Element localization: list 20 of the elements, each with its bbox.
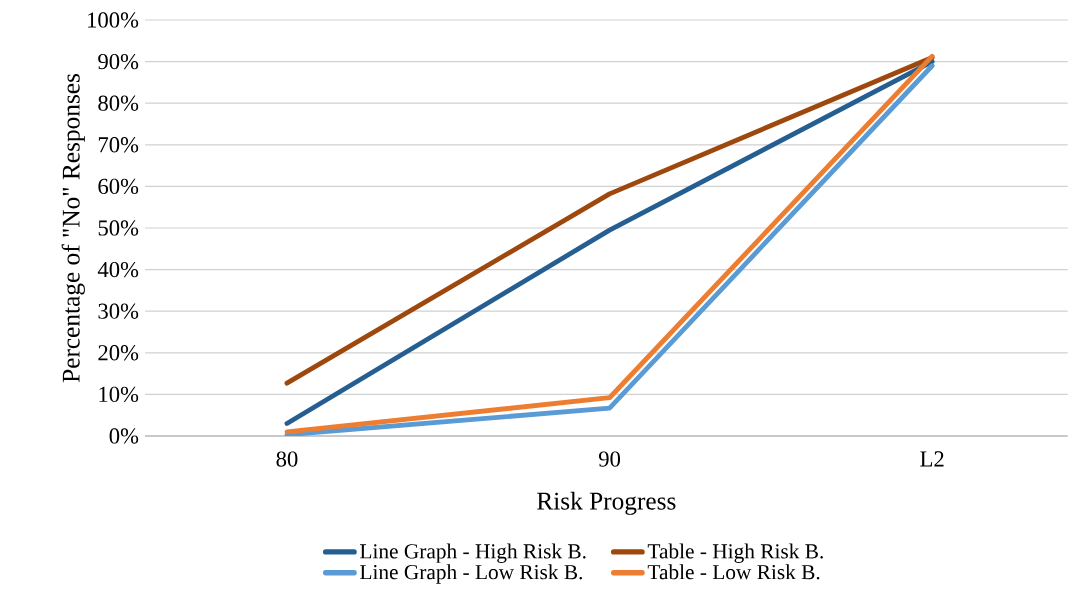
y-tick-label: 30% (98, 303, 139, 319)
legend-label: Line Graph - Low Risk B. (360, 564, 583, 584)
y-tick-label: 60% (98, 178, 139, 195)
legend-label: Table - Low Risk B. (647, 564, 820, 580)
legend-label: Table - High Risk B. (647, 543, 823, 563)
x-tick-label: 90 (598, 451, 621, 467)
x-tick-label: L2 (920, 451, 944, 467)
y-tick-label: 0% (109, 428, 139, 444)
x-axis-title: Risk Progress (537, 491, 676, 515)
y-tick-label: 100% (88, 12, 139, 28)
y-tick-label: 10% (99, 386, 139, 403)
y-axis-title: Percentage of "No" Responses (61, 74, 85, 383)
y-tick-label: 20% (98, 345, 139, 361)
y-tick-label: 90% (98, 53, 139, 70)
y-tick-label: 40% (97, 261, 139, 278)
y-tick-label: 80% (98, 95, 139, 111)
y-tick-label: 50% (98, 220, 139, 236)
y-tick-label: 70% (98, 137, 139, 153)
x-tick-label: 80 (276, 451, 298, 467)
legend-label: Line Graph - High Risk B. (360, 543, 586, 563)
